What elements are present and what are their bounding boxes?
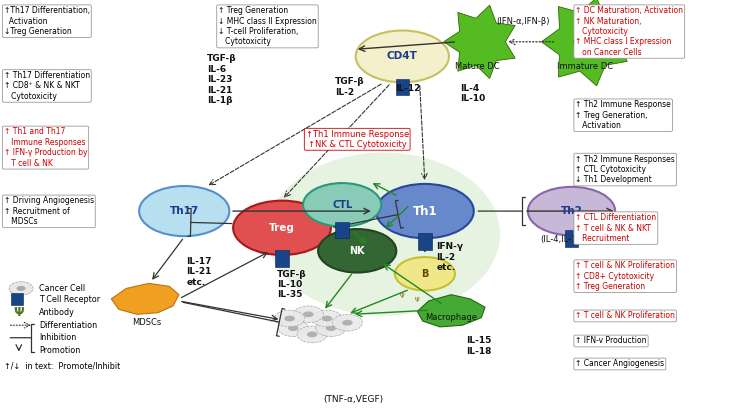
Text: ↑ CTL Differentiation
↑ T cell & NK & NKT
   Recruitment: ↑ CTL Differentiation ↑ T cell & NK & NK…	[575, 213, 656, 243]
Text: T Cell Receptor: T Cell Receptor	[39, 295, 100, 304]
Circle shape	[316, 320, 346, 336]
Text: ↑ Cancer Angiogenesis: ↑ Cancer Angiogenesis	[575, 359, 665, 369]
Circle shape	[318, 229, 396, 273]
Circle shape	[293, 306, 323, 323]
Text: ↑ Th2 Immune Response
↑ Treg Generation,
   Activation: ↑ Th2 Immune Response ↑ Treg Generation,…	[575, 100, 671, 130]
FancyBboxPatch shape	[11, 293, 23, 305]
Text: Treg: Treg	[269, 223, 295, 233]
Text: Cancer Cell: Cancer Cell	[39, 284, 85, 293]
Text: Th17: Th17	[170, 206, 199, 216]
Text: (TNF-α,VEGF): (TNF-α,VEGF)	[323, 395, 384, 404]
Circle shape	[274, 310, 305, 327]
Text: TGF-β
IL-2: TGF-β IL-2	[335, 77, 364, 97]
Circle shape	[376, 184, 474, 238]
Text: Th2: Th2	[560, 206, 583, 216]
Text: B: B	[421, 269, 429, 279]
Text: ↑ Treg Generation
↓ MHC class II Expression
↓ T-cell Proliferation,
   Cytotoxic: ↑ Treg Generation ↓ MHC class II Express…	[218, 6, 317, 46]
Text: Differentiation: Differentiation	[39, 321, 97, 330]
Circle shape	[288, 325, 299, 331]
Text: IL-12: IL-12	[395, 84, 420, 93]
Circle shape	[326, 325, 336, 331]
Circle shape	[307, 331, 317, 337]
Text: ↑ T cell & NK Proliferation: ↑ T cell & NK Proliferation	[575, 311, 675, 321]
Text: ↑ T cell & NK Proliferation
↑ CD8+ Cytotoxicity
↑ Treg Generation: ↑ T cell & NK Proliferation ↑ CD8+ Cytot…	[575, 261, 675, 291]
Text: ↑ Th1 and Th17
   Immune Responses
↑ IFN-γ Production by
   T cell & NK: ↑ Th1 and Th17 Immune Responses ↑ IFN-γ …	[4, 127, 87, 168]
Circle shape	[9, 282, 33, 295]
Text: TGF-β
IL-6
IL-23
IL-21
IL-1β: TGF-β IL-6 IL-23 IL-21 IL-1β	[207, 54, 236, 105]
Circle shape	[233, 201, 331, 255]
Circle shape	[332, 314, 362, 331]
Text: ↑/↓  in text:  Promote/Inhibit: ↑/↓ in text: Promote/Inhibit	[4, 361, 120, 370]
Circle shape	[573, 34, 600, 49]
Text: ↑Th17 Differentiation,
  Activation
↓Treg Generation: ↑Th17 Differentiation, Activation ↓Treg …	[4, 6, 90, 36]
Circle shape	[17, 286, 26, 291]
FancyBboxPatch shape	[418, 233, 432, 250]
Text: ψ: ψ	[400, 292, 405, 298]
Circle shape	[312, 310, 342, 327]
Text: IL-15
IL-18: IL-15 IL-18	[466, 336, 492, 356]
Text: ↑ DC Maturation, Activation
↑ NK Maturation,
   Cytotoxicity
↑ MHC class I Expre: ↑ DC Maturation, Activation ↑ NK Maturat…	[575, 6, 684, 57]
Circle shape	[284, 316, 295, 321]
Circle shape	[395, 257, 455, 291]
Circle shape	[322, 316, 332, 321]
Text: ψ: ψ	[415, 296, 420, 302]
Text: IL-17
IL-21
etc.: IL-17 IL-21 etc.	[186, 257, 212, 287]
Text: Ψ: Ψ	[14, 306, 24, 319]
FancyBboxPatch shape	[396, 79, 409, 95]
Polygon shape	[417, 295, 485, 327]
Text: CTL: CTL	[332, 200, 352, 210]
Text: IFN-γ
IL-2
etc.: IFN-γ IL-2 etc.	[436, 242, 463, 272]
Text: Mature DC: Mature DC	[455, 62, 500, 71]
Text: (IFN-α,IFN-β): (IFN-α,IFN-β)	[496, 17, 550, 26]
Text: TGF-β
IL-10
IL-35: TGF-β IL-10 IL-35	[277, 270, 306, 299]
Text: ↑ Driving Angiogenesis
↑ Recruitment of
   MDSCs: ↑ Driving Angiogenesis ↑ Recruitment of …	[4, 196, 94, 226]
FancyBboxPatch shape	[565, 230, 578, 247]
Circle shape	[297, 326, 327, 343]
Circle shape	[139, 186, 229, 236]
Circle shape	[303, 311, 314, 317]
Circle shape	[356, 31, 449, 82]
Text: Macrophage: Macrophage	[425, 314, 478, 323]
Text: (IL-4,IL-13): (IL-4,IL-13)	[540, 235, 585, 245]
Text: ↑Th1 Immune Response
↑NK & CTL Cytotoxicity: ↑Th1 Immune Response ↑NK & CTL Cytotoxic…	[305, 130, 409, 149]
FancyBboxPatch shape	[275, 250, 289, 267]
Text: Th1: Th1	[413, 204, 437, 218]
Polygon shape	[444, 5, 515, 79]
Ellipse shape	[267, 153, 500, 316]
Text: ↑ IFN-v Production: ↑ IFN-v Production	[575, 336, 647, 346]
Circle shape	[342, 320, 353, 326]
Polygon shape	[541, 0, 627, 86]
Text: CD4T: CD4T	[387, 51, 418, 61]
Text: MDSCs: MDSCs	[132, 318, 161, 327]
Circle shape	[278, 320, 308, 336]
Circle shape	[303, 183, 381, 227]
Text: Promotion: Promotion	[39, 346, 80, 355]
Text: NK: NK	[350, 246, 365, 256]
Polygon shape	[111, 283, 179, 314]
Text: ↑ Th17 Differentiation
↑ CD8⁺ & NK & NKT
   Cytotoxicity: ↑ Th17 Differentiation ↑ CD8⁺ & NK & NKT…	[4, 71, 90, 101]
Text: Antibody: Antibody	[39, 308, 75, 317]
Circle shape	[528, 187, 615, 235]
Text: Inhibition: Inhibition	[39, 333, 77, 342]
Text: Immature DC: Immature DC	[557, 62, 613, 71]
Text: ↑ Th2 Immune Responses
↑ CTL Cytotoxicity
↓ Th1 Development: ↑ Th2 Immune Responses ↑ CTL Cytotoxicit…	[575, 155, 675, 184]
Text: IL-4
IL-10: IL-4 IL-10	[460, 84, 486, 103]
FancyBboxPatch shape	[335, 222, 349, 238]
